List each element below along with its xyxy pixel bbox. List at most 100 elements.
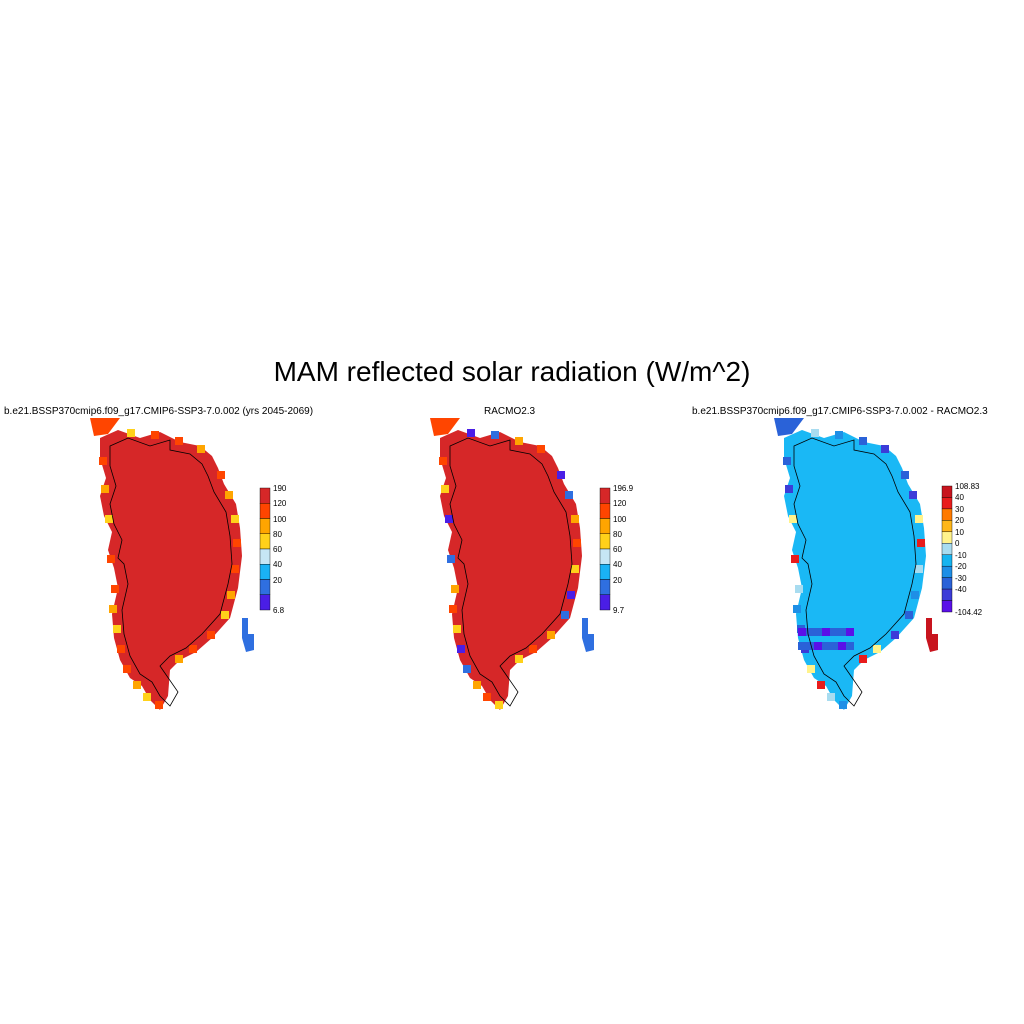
- colorbar-tick-label: 60: [613, 545, 622, 554]
- greenland-landmass: [440, 430, 582, 710]
- southern-grid-cell: [838, 642, 846, 650]
- coastal-grid-cell: [835, 431, 843, 439]
- coastal-grid-cell: [117, 645, 125, 653]
- coastal-grid-cell: [133, 681, 141, 689]
- coastal-grid-cell: [557, 471, 565, 479]
- coastal-grid-cell: [189, 645, 197, 653]
- coastline-outline: [109, 437, 233, 707]
- coastal-grid-cell: [113, 625, 121, 633]
- southern-grid-cell: [806, 642, 814, 650]
- colorbar-tick-label: 190: [273, 484, 287, 493]
- colorbar-tick-label: 40: [613, 560, 622, 570]
- coastal-grid-cell: [571, 565, 579, 573]
- coastal-grid-cell: [445, 515, 453, 523]
- southern-grid-cell: [814, 642, 822, 650]
- coastal-grid-cell: [817, 681, 825, 689]
- coastal-grid-cell: [123, 665, 131, 673]
- colorbar-tick-label: 120: [613, 499, 627, 509]
- coastal-grid-cell: [175, 655, 183, 663]
- coastal-grid-cell: [783, 457, 791, 465]
- colorbar-tick-label: 10: [955, 527, 964, 537]
- coastal-grid-cell: [573, 539, 581, 547]
- coastal-grid-cell: [439, 457, 447, 465]
- southern-grid-cell: [822, 628, 830, 636]
- colorbar-segment: [941, 588, 953, 601]
- southern-grid-cell: [822, 642, 830, 650]
- southeast-islands: [582, 618, 594, 652]
- colorbar-segment: [941, 565, 953, 578]
- colorbar-segment: [259, 518, 271, 534]
- coastal-grid-cell: [911, 591, 919, 599]
- coastal-grid-cell: [811, 429, 819, 437]
- colorbar-tick-label: 80: [613, 529, 622, 539]
- colorbar-segment: [941, 543, 953, 555]
- colorbar-tick-label: 0: [955, 539, 960, 549]
- colorbar-tick-label: 120: [273, 499, 287, 509]
- coastal-grid-cell: [457, 645, 465, 653]
- coastal-grid-cell: [221, 611, 229, 619]
- colorbar-tick-label: 100: [273, 514, 287, 524]
- colorbar-segment: [259, 487, 271, 504]
- coastal-grid-cell: [547, 631, 555, 639]
- coastal-grid-cell: [561, 611, 569, 619]
- coastal-grid-cell: [453, 625, 461, 633]
- coastal-grid-cell: [227, 591, 235, 599]
- colorbar-tick-label: 6.8: [273, 606, 285, 615]
- coastal-grid-cell: [915, 515, 923, 523]
- coastal-grid-cell: [915, 565, 923, 573]
- colorbar-segment: [259, 564, 271, 580]
- coastal-grid-cell: [231, 515, 239, 523]
- coastal-grid-cell: [447, 555, 455, 563]
- coastal-grid-cell: [107, 555, 115, 563]
- coastal-grid-cell: [233, 539, 241, 547]
- colorbar-tick-label: -104.42: [955, 608, 983, 617]
- colorbar-segment: [599, 487, 611, 504]
- coastal-grid-cell: [839, 701, 847, 709]
- northern-fringe: [774, 418, 804, 436]
- colorbar-segment: [599, 579, 611, 595]
- coastal-grid-cell: [463, 665, 471, 673]
- coastal-grid-cell: [105, 515, 113, 523]
- southeast-islands: [926, 618, 938, 652]
- coastal-grid-cell: [111, 585, 119, 593]
- coastal-grid-cell: [827, 693, 835, 701]
- colorbar-tick-label: 60: [273, 545, 282, 554]
- colorbar-tick-label: 30: [955, 504, 964, 514]
- coastal-grid-cell: [231, 565, 239, 573]
- colorbar-segment: [941, 531, 953, 544]
- coastal-grid-cell: [483, 693, 491, 701]
- coastal-grid-cell: [567, 591, 575, 599]
- colorbar-segment: [941, 554, 953, 567]
- colorbar-tick-label: 80: [273, 529, 282, 539]
- colorbar-tick-label: 196.9: [613, 484, 634, 493]
- southeast-islands: [242, 618, 254, 652]
- colorbar-segment: [259, 533, 271, 550]
- colorbar-tick-label: 20: [955, 516, 964, 526]
- southern-grid-cell: [806, 628, 814, 636]
- map-panel-model: [90, 418, 271, 710]
- colorbar-segment: [259, 579, 271, 595]
- colorbar-segment: [599, 594, 611, 611]
- colorbar-tick-label: 40: [273, 560, 282, 570]
- coastal-grid-cell: [101, 485, 109, 493]
- colorbar-segment: [259, 594, 271, 611]
- colorbar-segment: [941, 600, 953, 613]
- coastline-outline: [449, 437, 573, 707]
- southern-grid-cell: [838, 628, 846, 636]
- coastal-grid-cell: [109, 605, 117, 613]
- colorbar-segment: [259, 503, 271, 519]
- coastal-grid-cell: [785, 485, 793, 493]
- colorbar-tick-label: -20: [955, 562, 967, 572]
- coastal-grid-cell: [529, 645, 537, 653]
- coastal-grid-cell: [441, 485, 449, 493]
- map-panel-difference: [774, 418, 953, 710]
- coastal-grid-cell: [197, 445, 205, 453]
- coastal-grid-cell: [473, 681, 481, 689]
- colorbar-tick-label: 9.7: [613, 606, 625, 615]
- coastal-grid-cell: [905, 611, 913, 619]
- panel-title-racmo: RACMO2.3: [484, 406, 536, 417]
- northern-fringe: [430, 418, 460, 436]
- colorbar-tick-label: 20: [273, 575, 282, 585]
- coastal-grid-cell: [143, 693, 151, 701]
